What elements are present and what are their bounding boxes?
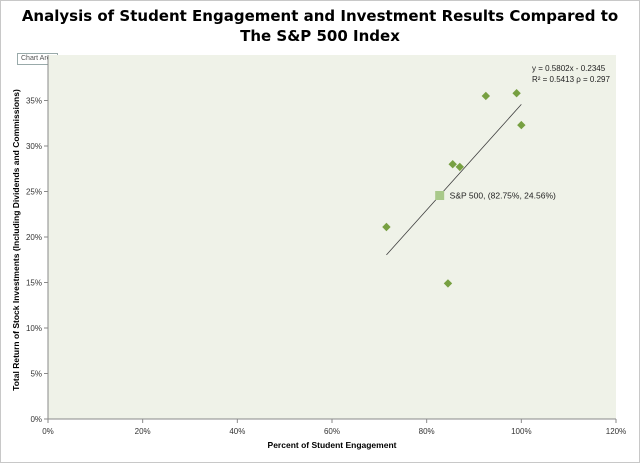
benchmark-label: S&P 500, (82.75%, 24.56%) [450, 191, 556, 201]
equation-line-2: R² = 0.5413 ρ = 0.297 [532, 75, 610, 84]
y-tick-label: 10% [26, 324, 42, 333]
data-point [448, 160, 457, 169]
x-tick-label: 20% [135, 427, 151, 436]
x-tick-label: 40% [229, 427, 245, 436]
y-tick-label: 5% [30, 370, 42, 379]
data-point [512, 89, 521, 98]
y-tick-label: 20% [26, 233, 42, 242]
y-tick-label: 0% [30, 415, 42, 424]
data-point [382, 222, 391, 232]
trendline [386, 104, 522, 256]
equation-line-1: y = 0.5802x - 0.2345 [532, 64, 606, 73]
data-point [455, 162, 464, 172]
y-tick-label: 15% [26, 279, 42, 288]
x-tick-label: 80% [419, 427, 435, 436]
x-tick-label: 100% [511, 427, 531, 436]
y-tick-label: 35% [26, 97, 42, 106]
y-axis-title: Total Return of Stock Investments (Inclu… [11, 89, 21, 391]
x-tick-label: 120% [606, 427, 626, 436]
x-tick-label: 0% [42, 427, 54, 436]
data-point [517, 120, 526, 130]
trendline-equation: y = 0.5802x - 0.2345 R² = 0.5413 ρ = 0.2… [532, 63, 610, 85]
data-point [481, 91, 491, 101]
chart-title: Analysis of Student Engagement and Inves… [0, 6, 640, 46]
benchmark-point [435, 191, 445, 201]
title-line-1: Analysis of Student Engagement and Inves… [21, 7, 619, 25]
x-tick-label: 60% [324, 427, 340, 436]
plot-area [48, 55, 616, 419]
title-line-2: The S&P 500 Index [240, 27, 400, 45]
y-tick-label: 25% [26, 188, 42, 197]
y-tick-label: 30% [26, 142, 42, 151]
x-axis-title: Percent of Student Engagement [267, 440, 397, 450]
data-point [443, 279, 453, 288]
